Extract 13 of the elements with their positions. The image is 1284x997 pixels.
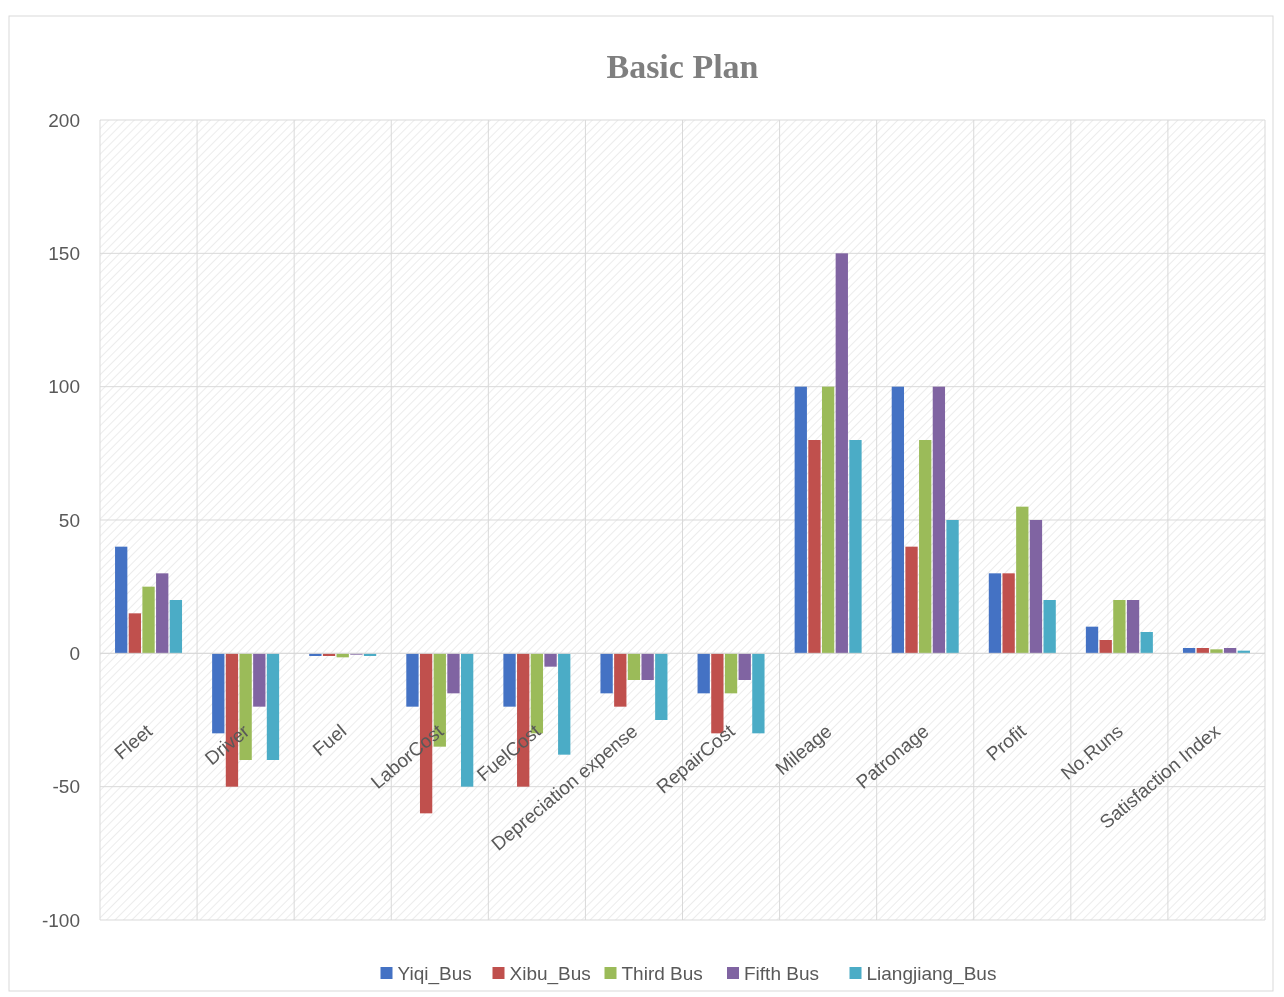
y-tick-label: -100 (41, 909, 80, 931)
legend-label: Third Bus (621, 962, 703, 984)
y-tick-label: 150 (48, 242, 80, 264)
y-tick-label: 100 (48, 376, 80, 398)
legend-label: Liangjiang_Bus (866, 962, 997, 985)
legend-label: Fifth Bus (744, 962, 819, 984)
y-tick-label: -50 (52, 776, 80, 798)
legend-label: Yiqi_Bus (397, 962, 472, 985)
legend-label: Xibu_Bus (509, 962, 591, 985)
y-tick-label: 50 (58, 509, 80, 531)
chart-title: Basic Plan (606, 48, 759, 85)
y-tick-label: 0 (69, 642, 80, 664)
y-tick-label: 200 (48, 109, 80, 131)
